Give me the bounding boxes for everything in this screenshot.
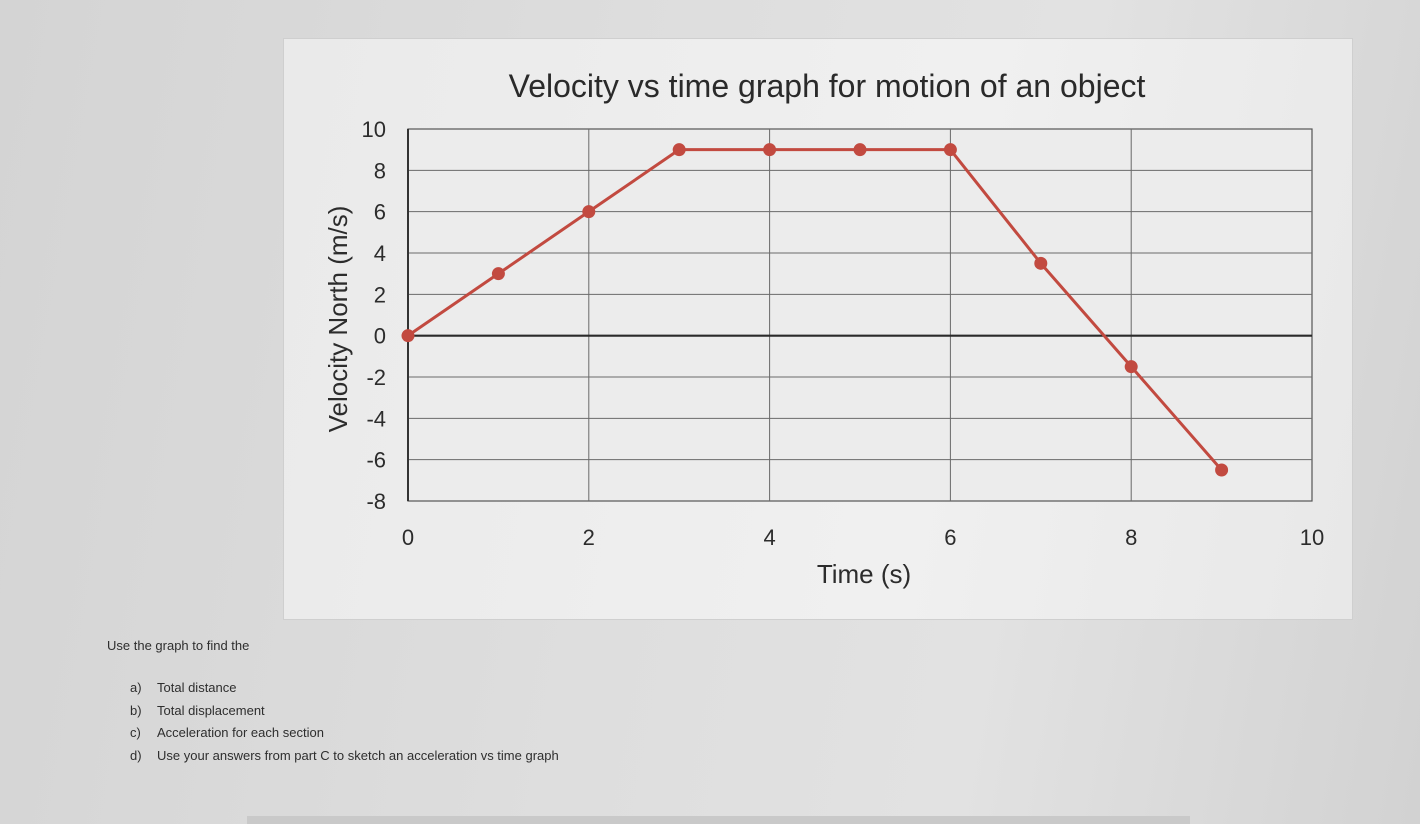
question-item: b) Total displacement bbox=[107, 700, 559, 723]
y-tick-label: 8 bbox=[374, 158, 386, 183]
chart-title: Velocity vs time graph for motion of an … bbox=[509, 68, 1146, 104]
question-item: a) Total distance bbox=[107, 677, 559, 700]
bottom-edge-strip bbox=[247, 816, 1190, 824]
question-label: b) bbox=[130, 702, 142, 718]
question-label: a) bbox=[130, 680, 142, 695]
questions-list: a) Total distance b) Total displacement … bbox=[107, 677, 559, 768]
data-point bbox=[491, 267, 505, 281]
y-tick-label: -8 bbox=[366, 489, 386, 514]
x-tick-label: 2 bbox=[583, 525, 595, 550]
data-point bbox=[1215, 463, 1229, 477]
y-tick-label: 10 bbox=[362, 117, 386, 142]
data-point bbox=[853, 143, 867, 157]
question-label: c) bbox=[130, 725, 141, 741]
y-tick-label: 0 bbox=[374, 324, 386, 349]
data-point bbox=[1034, 256, 1048, 270]
question-item: c) Acceleration for each section bbox=[107, 722, 559, 745]
questions-block: Use the graph to find the a) Total dista… bbox=[107, 638, 559, 768]
question-item: d) Use your answers from part C to sketc… bbox=[107, 745, 559, 768]
series-line bbox=[407, 148, 1223, 471]
y-tick-label: -6 bbox=[366, 448, 386, 473]
y-tick-label: 4 bbox=[374, 241, 386, 266]
y-tick-label: 2 bbox=[374, 282, 386, 307]
question-text: Acceleration for each section bbox=[157, 725, 324, 741]
question-label: d) bbox=[130, 748, 142, 764]
question-text: Total distance bbox=[157, 680, 237, 695]
x-tick-label: 10 bbox=[1300, 525, 1324, 550]
questions-intro: Use the graph to find the bbox=[107, 638, 250, 653]
y-tick-label: -2 bbox=[366, 365, 386, 390]
data-point bbox=[763, 143, 777, 157]
data-point bbox=[1124, 360, 1138, 374]
plot-area bbox=[407, 128, 1313, 502]
data-point bbox=[582, 205, 596, 219]
question-text: Use your answers from part C to sketch a… bbox=[157, 748, 559, 764]
x-tick-label: 4 bbox=[763, 525, 775, 550]
x-tick-label: 6 bbox=[944, 525, 956, 550]
chart-panel: Velocity vs time graph for motion of an … bbox=[283, 38, 1353, 620]
velocity-time-chart: Velocity vs time graph for motion of an … bbox=[323, 68, 1324, 589]
x-axis-label: Time (s) bbox=[817, 559, 911, 589]
y-tick-label: 6 bbox=[374, 200, 386, 225]
question-text: Total displacement bbox=[157, 702, 265, 718]
data-point bbox=[672, 143, 686, 157]
data-point bbox=[943, 143, 957, 157]
y-axis-label: Velocity North (m/s) bbox=[323, 206, 353, 433]
x-tick-label: 0 bbox=[402, 525, 414, 550]
y-tick-label: -4 bbox=[366, 406, 386, 431]
x-tick-label: 8 bbox=[1125, 525, 1137, 550]
data-point bbox=[401, 329, 415, 343]
